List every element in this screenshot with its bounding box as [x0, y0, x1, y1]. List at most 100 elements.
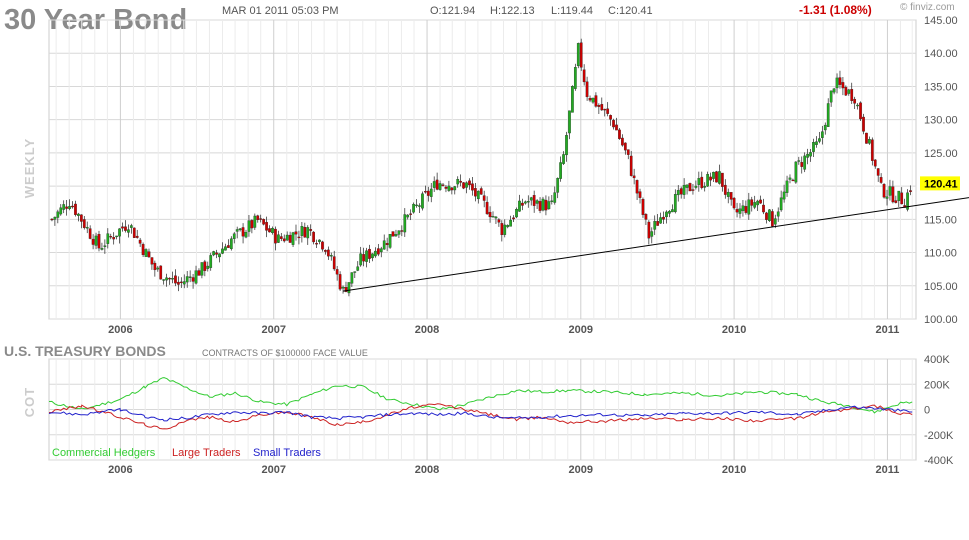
- candle-body-up: [547, 201, 551, 210]
- candle-body-down: [688, 183, 692, 192]
- candle-body-up: [559, 162, 562, 179]
- price-candle: [682, 178, 686, 199]
- candle-body-down: [582, 69, 586, 83]
- price-candle: [838, 70, 842, 89]
- candle-body-up: [218, 253, 221, 258]
- price-candle: [629, 150, 633, 177]
- price-candle: [77, 212, 80, 222]
- candle-body-down: [279, 236, 283, 239]
- candle-body-up: [53, 216, 57, 220]
- price-candle: [526, 195, 530, 208]
- candle-body-down: [312, 231, 315, 243]
- candle-body-up: [776, 211, 780, 217]
- candle-body-down: [138, 239, 142, 244]
- price-candle: [59, 204, 63, 216]
- price-x-tick: 2009: [569, 324, 593, 336]
- price-candle: [691, 184, 695, 195]
- price-candle: [812, 138, 815, 157]
- price-candle: [391, 231, 395, 237]
- candle-body-down: [203, 261, 207, 271]
- price-candle: [618, 128, 621, 140]
- candle-body-down: [588, 98, 592, 101]
- candle-body-down: [656, 221, 660, 226]
- candle-body-up: [832, 88, 836, 93]
- candle-body-up: [779, 197, 783, 211]
- candle-body-down: [459, 180, 463, 183]
- price-candle: [156, 265, 160, 272]
- candle-body-up: [659, 217, 662, 224]
- price-candle: [68, 199, 71, 211]
- price-plot-frame: [48, 19, 917, 320]
- price-candle: [615, 117, 618, 131]
- cot-x-tick: 2009: [569, 464, 593, 476]
- price-y-tick: 140.00: [924, 48, 958, 60]
- candle-body-down: [177, 281, 180, 285]
- candle-body-up: [673, 194, 677, 213]
- price-candle: [250, 219, 254, 234]
- price-candle: [779, 190, 783, 212]
- price-candle: [135, 229, 139, 239]
- price-candle: [868, 136, 871, 145]
- price-candle: [112, 232, 116, 245]
- candle-body-up: [206, 265, 210, 269]
- candle-body-down: [338, 274, 342, 290]
- price-candle: [256, 214, 260, 223]
- price-candle: [706, 171, 710, 187]
- price-candle: [579, 38, 583, 71]
- candle-body-down: [891, 186, 895, 203]
- price-candle: [862, 113, 865, 135]
- price-candle: [850, 82, 854, 104]
- candle-body-down: [791, 179, 795, 182]
- price-candle: [750, 196, 754, 212]
- candle-body-down: [376, 248, 380, 255]
- price-candle: [723, 179, 727, 199]
- price-candle: [876, 168, 880, 182]
- cot-axis-label: COT: [22, 387, 37, 417]
- cot-grid: [48, 358, 917, 461]
- candle-body-down: [274, 228, 277, 244]
- candle-body-up: [221, 248, 224, 254]
- price-candle: [623, 142, 627, 155]
- price-candle: [541, 196, 545, 212]
- price-candle: [65, 199, 68, 216]
- candle-body-up: [756, 200, 759, 206]
- candle-body-down: [512, 217, 515, 220]
- price-candle: [621, 134, 624, 147]
- candle-body-up: [165, 277, 168, 281]
- price-candle: [897, 190, 901, 207]
- candle-body-down: [662, 216, 665, 220]
- price-candle: [309, 224, 313, 236]
- candle-body-down: [844, 87, 848, 96]
- price-candle: [244, 229, 248, 239]
- candle-body-up: [238, 228, 242, 231]
- price-candle: [426, 186, 430, 202]
- candle-body-down: [609, 115, 612, 120]
- price-candle: [397, 230, 401, 239]
- candle-body-down: [450, 187, 454, 191]
- price-candle: [668, 210, 671, 218]
- price-candle: [529, 196, 533, 206]
- price-candle: [229, 236, 233, 251]
- price-candle: [888, 179, 892, 201]
- price-candle: [129, 223, 133, 234]
- price-candle: [400, 225, 404, 237]
- price-candle: [635, 179, 639, 201]
- candle-body-up: [56, 211, 60, 218]
- candle-body-up: [127, 229, 130, 233]
- candle-body-down: [321, 241, 324, 250]
- candle-body-up: [397, 230, 401, 235]
- candle-body-up: [453, 186, 457, 191]
- candle-body-down: [197, 270, 201, 276]
- candle-body-down: [471, 183, 474, 191]
- candle-body-down: [497, 219, 501, 223]
- price-candle: [329, 252, 333, 261]
- candle-body-up: [785, 180, 789, 193]
- price-candle: [491, 211, 495, 218]
- price-candle: [177, 276, 180, 292]
- candle-body-down: [424, 191, 427, 193]
- price-candle: [453, 185, 457, 195]
- price-candle: [362, 247, 365, 267]
- price-candle: [741, 200, 745, 217]
- candle-body-up: [341, 286, 345, 289]
- price-candle: [74, 200, 77, 217]
